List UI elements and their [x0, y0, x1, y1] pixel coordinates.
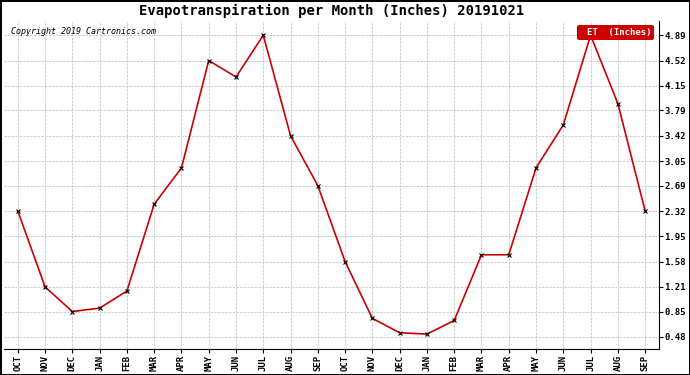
Text: Copyright 2019 Cartronics.com: Copyright 2019 Cartronics.com: [11, 27, 156, 36]
Title: Evapotranspiration per Month (Inches) 20191021: Evapotranspiration per Month (Inches) 20…: [139, 4, 524, 18]
Legend: ET  (Inches): ET (Inches): [577, 26, 654, 40]
